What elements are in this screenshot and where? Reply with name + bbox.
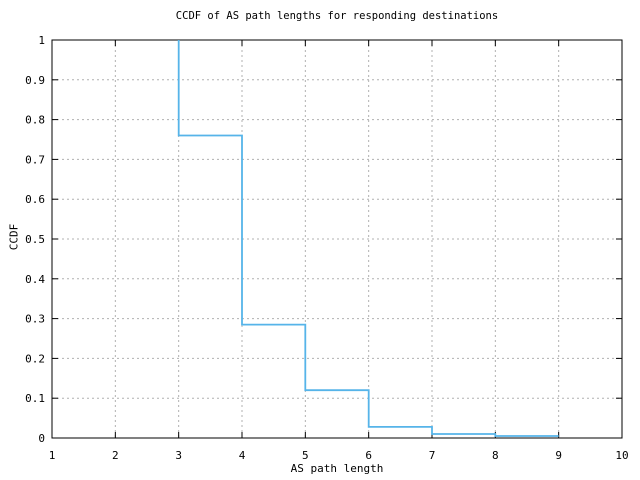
y-tick-label: 0.7: [25, 153, 45, 166]
y-tick-label: 0.5: [25, 233, 45, 246]
x-tick-label: 10: [615, 449, 628, 462]
x-tick-label: 8: [492, 449, 499, 462]
chart-title: CCDF of AS path lengths for responding d…: [175, 10, 499, 22]
x-tick-label: 1: [49, 449, 56, 462]
y-tick-label: 0.4: [25, 273, 45, 286]
x-tick-label: 7: [429, 449, 436, 462]
y-tick-label: 0.9: [25, 74, 45, 87]
y-tick-label: 0.1: [25, 392, 45, 405]
x-tick-label: 9: [555, 449, 562, 462]
plot-border: [51, 39, 623, 439]
x-axis-label: AS path length: [290, 462, 384, 475]
x-tick-label: 3: [175, 449, 182, 462]
y-tick-label: 1: [38, 34, 45, 47]
x-tick-label: 2: [112, 449, 119, 462]
x-tick-label: 6: [365, 449, 372, 462]
y-tick-label: 0.6: [25, 193, 45, 206]
y-tick-label: 0.8: [25, 114, 45, 127]
ccdf-step-line: [177, 40, 559, 437]
y-tick-label: 0.3: [25, 313, 45, 326]
x-tick-label: 4: [239, 449, 246, 462]
y-tick-label: 0: [38, 432, 45, 445]
y-tick-label: 0.2: [25, 352, 45, 365]
x-tick-label: 5: [302, 449, 309, 462]
